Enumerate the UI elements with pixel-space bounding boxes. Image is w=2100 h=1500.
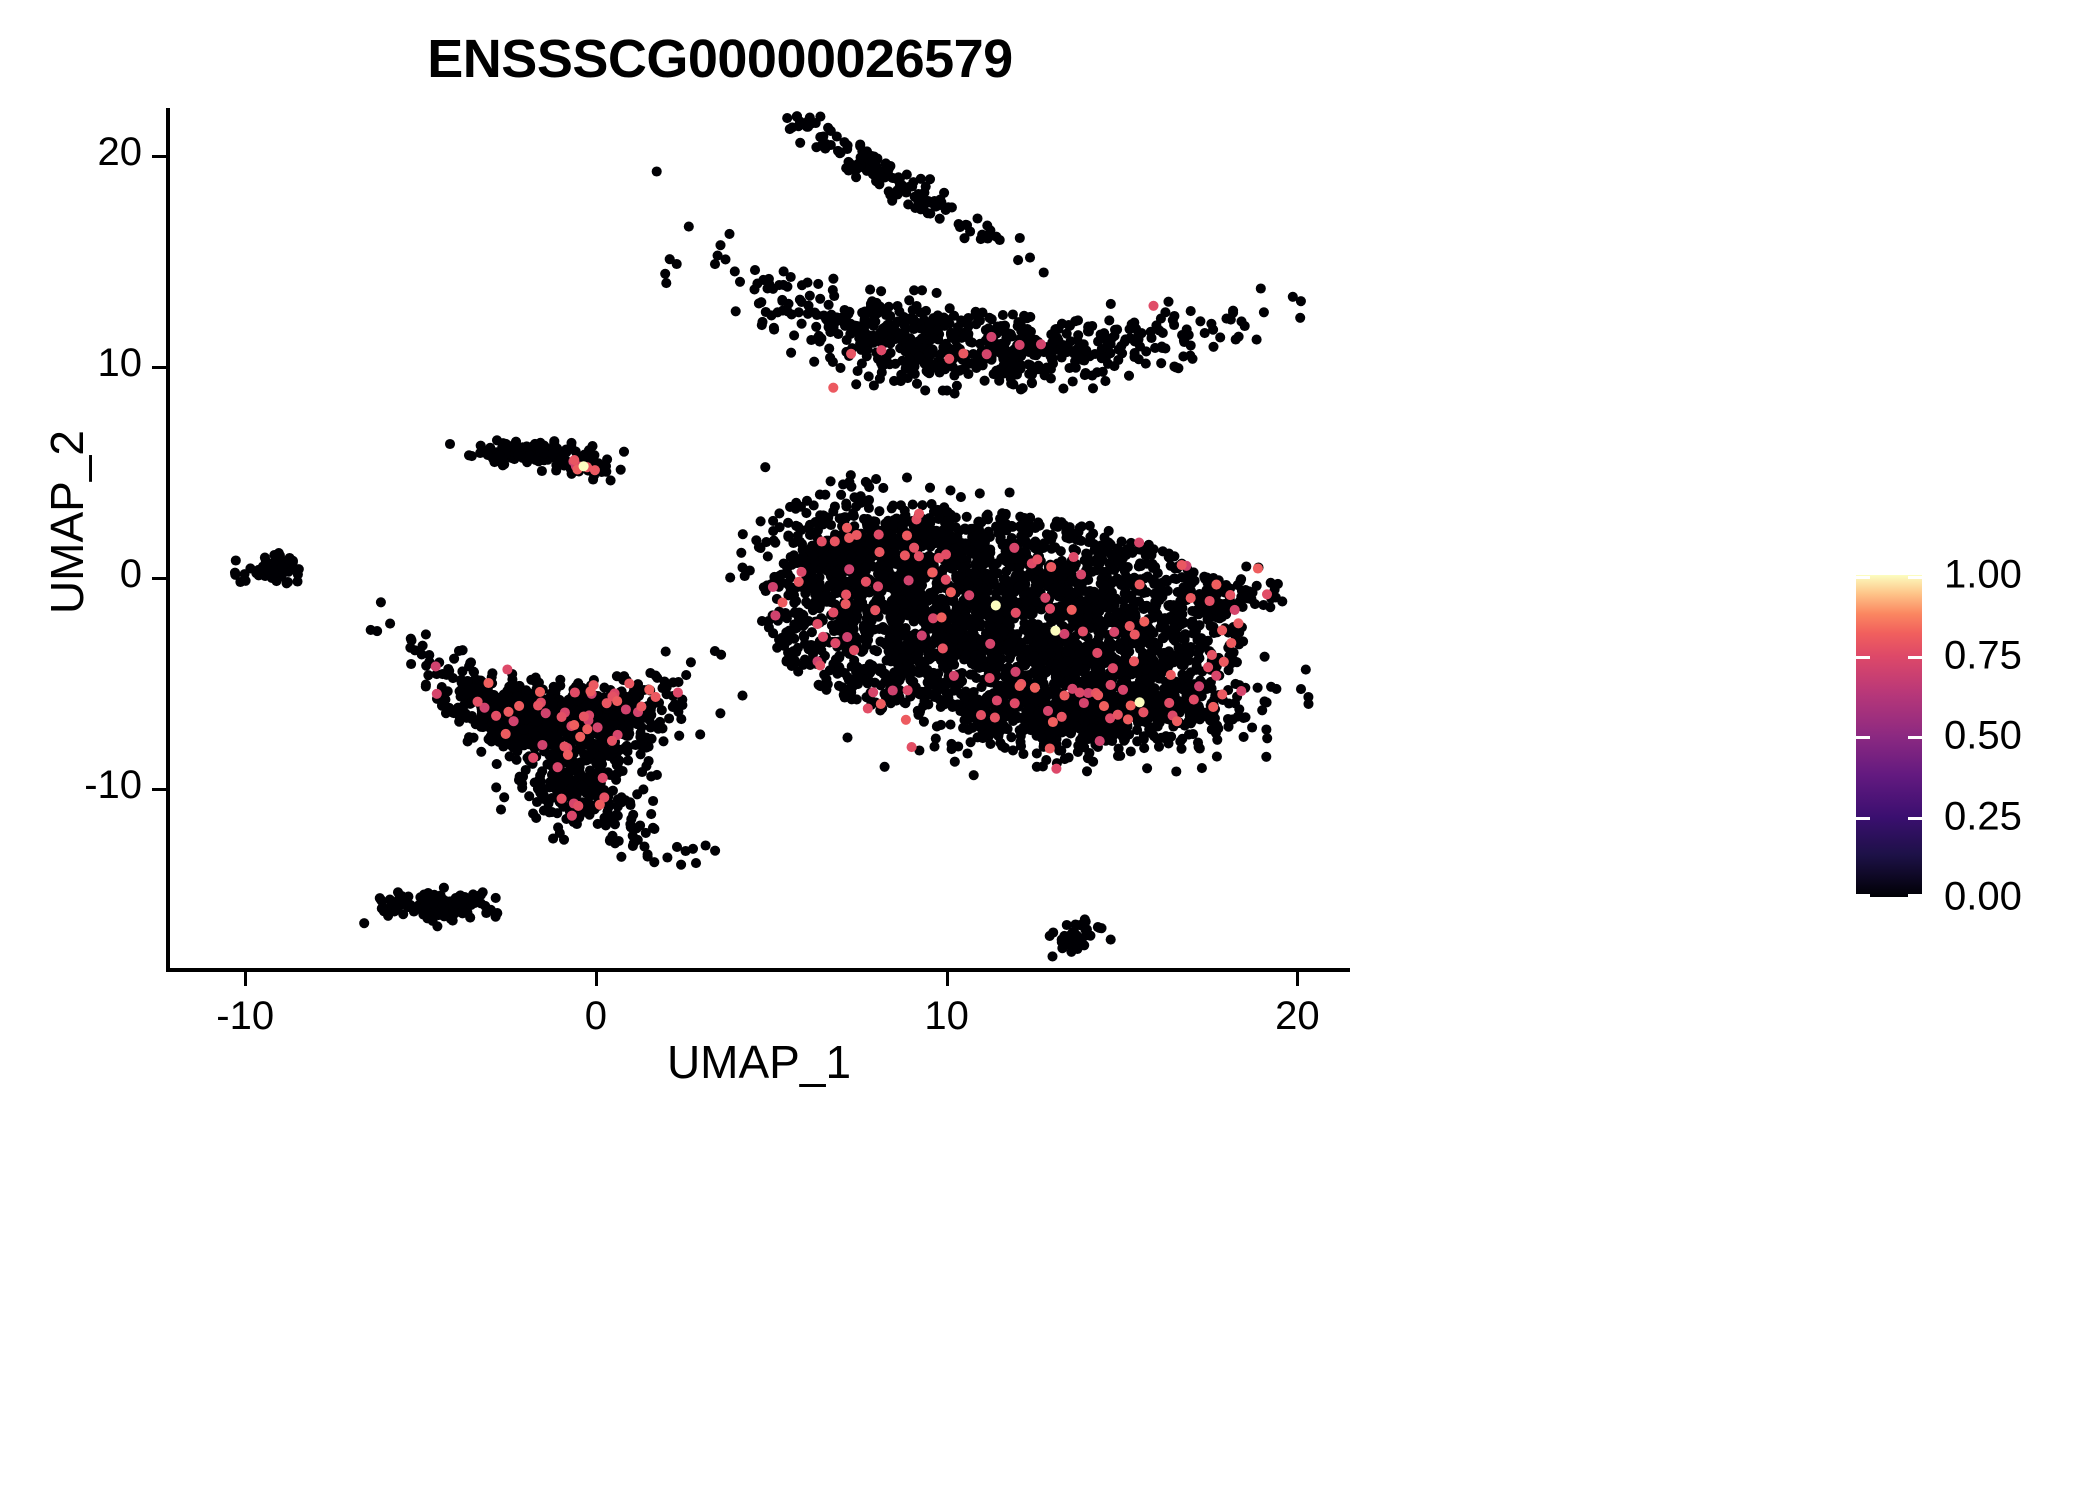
x-tick-mark	[1296, 972, 1300, 986]
colorbar-tick-mark	[1856, 816, 1870, 820]
colorbar-tick-mark	[1856, 894, 1870, 897]
plot-panel	[168, 108, 1350, 970]
y-tick-mark	[152, 366, 166, 370]
scatter-points-layer	[229, 111, 1314, 962]
y-tick-label: 10	[97, 341, 143, 386]
colorbar-tick-label: 1.00	[1944, 552, 2022, 597]
colorbar-tick-mark	[1856, 736, 1870, 739]
x-tick-mark	[244, 972, 248, 986]
y-tick-mark	[152, 576, 166, 580]
x-tick-mark	[945, 972, 949, 986]
colorbar-tick-mark	[1908, 576, 1922, 579]
y-tick-mark	[152, 787, 166, 791]
colorbar-tick-mark	[1856, 576, 1870, 579]
x-axis-title: UMAP_1	[666, 1036, 852, 1088]
colorbar-tick-label: 0.50	[1944, 713, 2022, 758]
x-tick-mark	[594, 972, 598, 986]
colorbar-tick-label: 0.25	[1944, 794, 2022, 838]
y-tick-label: 0	[119, 551, 142, 596]
page-title: ENSSSCG00000026579	[427, 29, 1013, 89]
x-tick-label: -10	[216, 994, 275, 1038]
y-tick-label: 20	[97, 130, 143, 175]
y-axis-line	[166, 108, 170, 970]
colorbar-tick-mark	[1908, 816, 1922, 820]
colorbar-tick-mark	[1908, 894, 1922, 897]
colorbar-tick-mark	[1908, 736, 1922, 739]
colorbar-tick-label: 0.00	[1944, 874, 2022, 919]
y-axis-title: UMAP_2	[41, 429, 93, 615]
x-tick-label: 10	[924, 994, 969, 1038]
colorbar-tick-mark	[1908, 655, 1922, 659]
colorbar-legend: 0.00 0.25 0.50 0.75 1.00	[1856, 553, 2076, 919]
y-tick-label: -10	[84, 762, 142, 807]
colorbar-tick-mark	[1856, 655, 1870, 659]
x-axis-line	[166, 968, 1350, 972]
x-tick-label: 20	[1275, 994, 1320, 1038]
y-tick-mark	[152, 155, 166, 159]
x-tick-label: 0	[584, 994, 608, 1038]
colorbar-tick-label: 0.75	[1944, 633, 2022, 677]
